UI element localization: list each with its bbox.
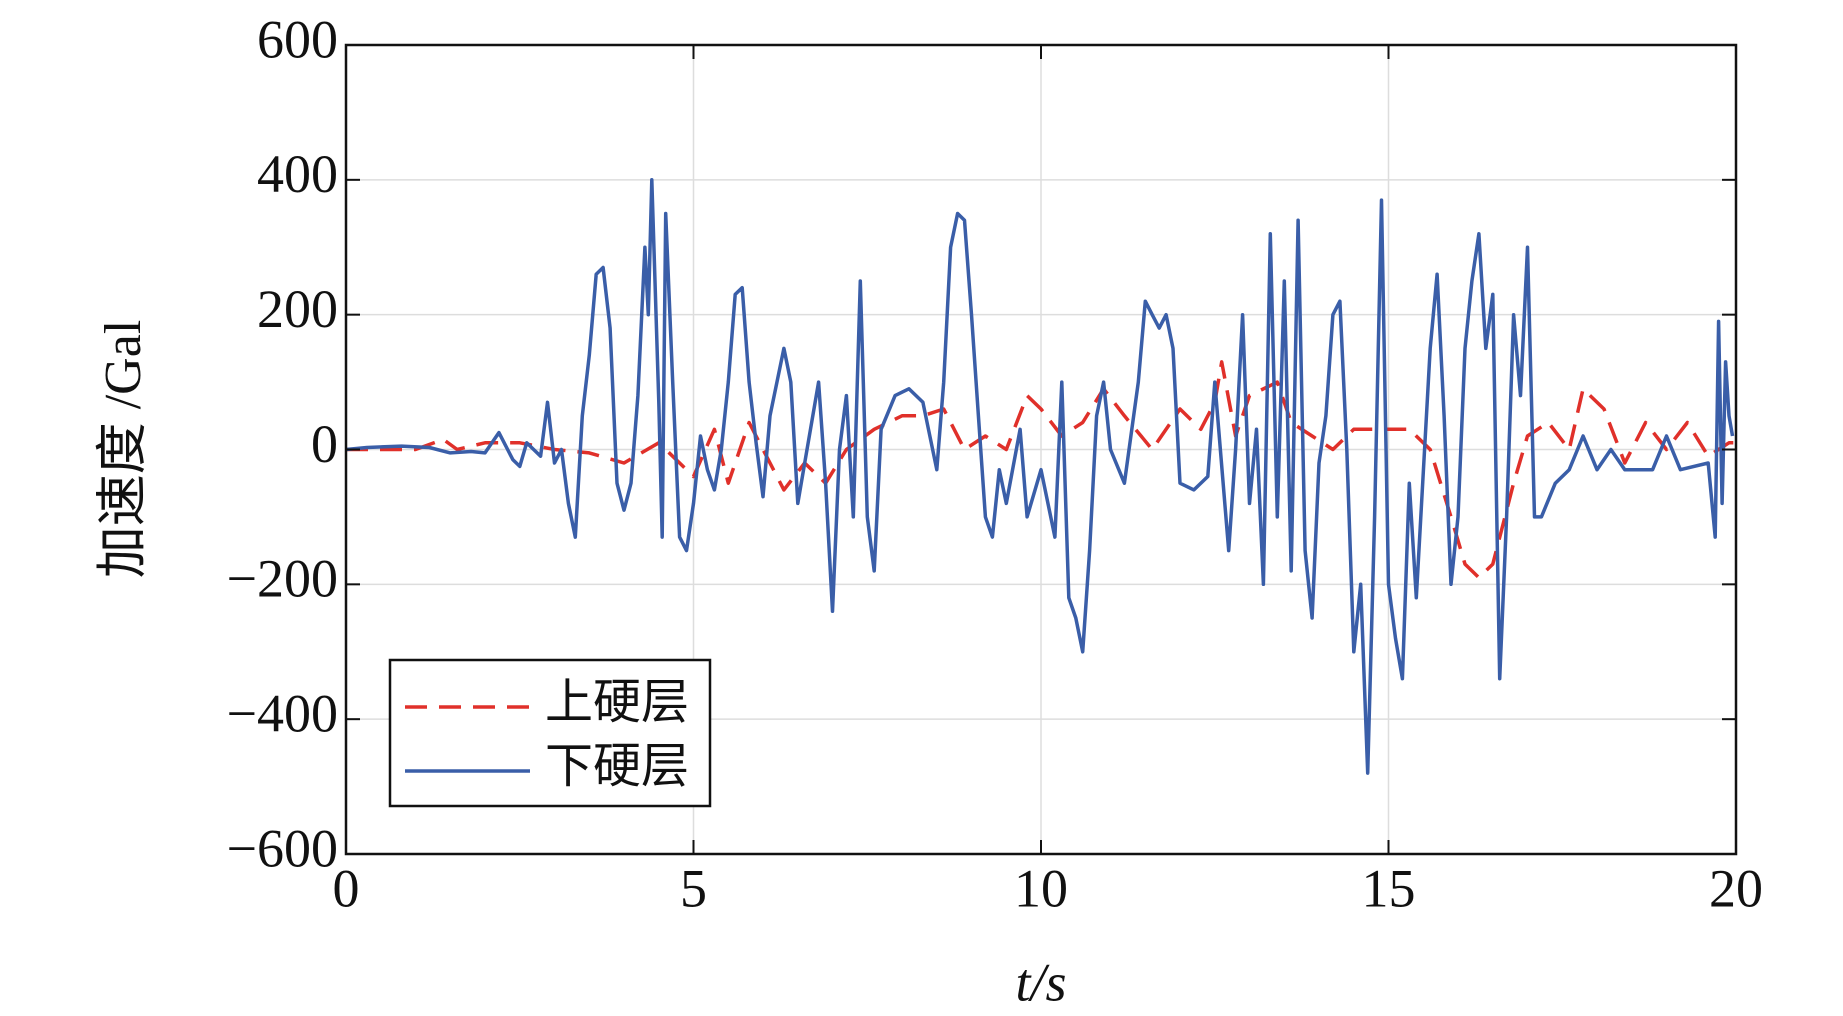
y-tick-label: −600 bbox=[227, 818, 338, 878]
y-tick-label: 600 bbox=[257, 9, 338, 69]
x-tick-label: 20 bbox=[1709, 858, 1763, 918]
plot-lines bbox=[345, 178, 1736, 775]
x-axis-label: t/s bbox=[1015, 952, 1066, 1012]
y-tick-label: 200 bbox=[257, 279, 338, 339]
x-tick-label: 15 bbox=[1362, 858, 1416, 918]
legend-label: 上硬层 bbox=[545, 676, 689, 729]
y-axis-label: 加速度 /Gal bbox=[95, 320, 152, 579]
x-tick-label: 0 bbox=[333, 858, 360, 918]
series-line bbox=[345, 178, 1735, 775]
x-tick-label: 5 bbox=[680, 858, 707, 918]
y-tick-label: −400 bbox=[227, 684, 338, 744]
y-tick-label: 400 bbox=[257, 144, 338, 204]
legend-box bbox=[388, 658, 712, 808]
x-tick-label: 10 bbox=[1014, 858, 1068, 918]
y-tick-label: 0 bbox=[311, 414, 338, 474]
y-tick-label: −200 bbox=[227, 549, 338, 609]
legend-label: 下硬层 bbox=[545, 740, 689, 793]
series-line bbox=[346, 360, 1736, 580]
